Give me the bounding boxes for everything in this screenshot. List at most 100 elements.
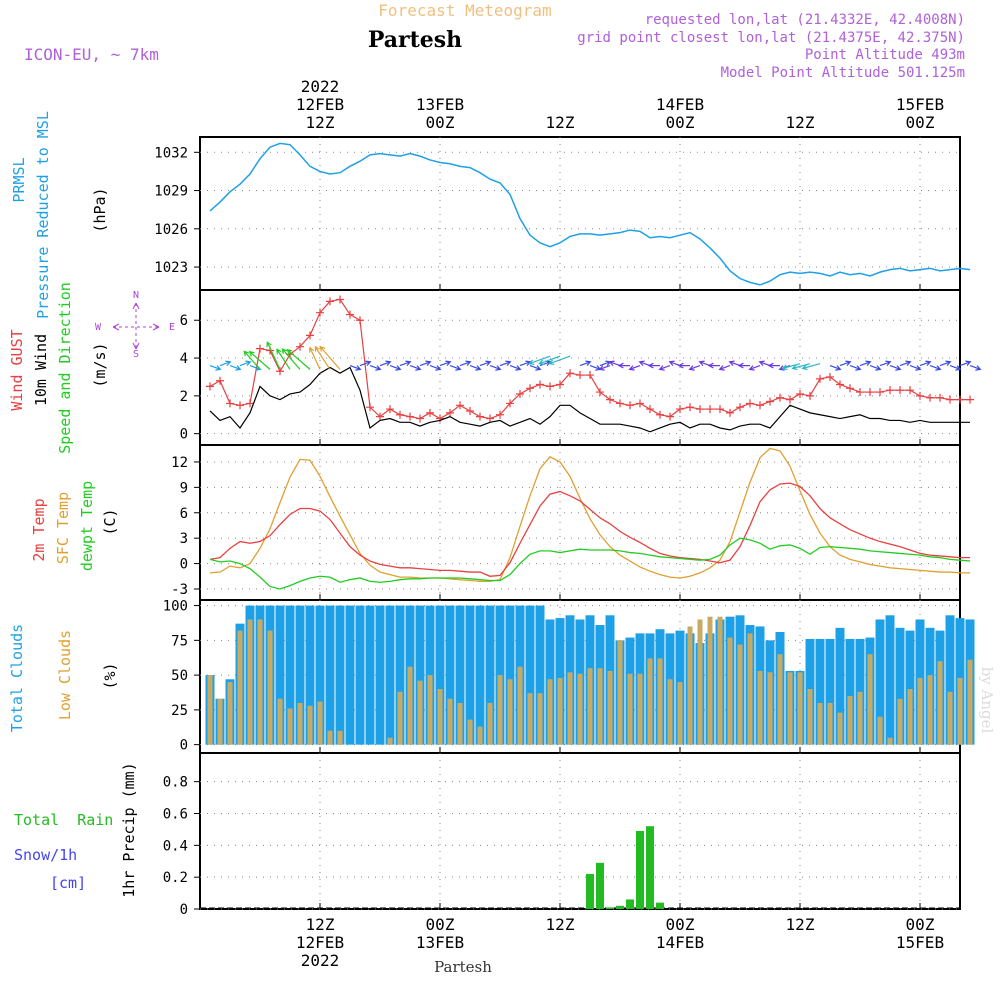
low-cloud-bar [567, 672, 573, 745]
wind-direction-arrow [399, 360, 412, 367]
gust-point [796, 389, 804, 398]
low-cloud-bar [487, 702, 493, 745]
gust-point [496, 410, 504, 419]
gust-point [526, 384, 534, 393]
low-cloud-bar [297, 702, 303, 745]
gust-point [696, 405, 704, 414]
wind-direction-arrow [919, 360, 932, 367]
speed-direction-label: Speed and Direction [56, 282, 74, 454]
wind-direction-arrow [389, 365, 402, 371]
top-time-label: 12FEB [296, 95, 344, 114]
low-cloud-bar [597, 668, 603, 745]
y-tick-label: -3 [171, 582, 188, 598]
gust-point [966, 395, 974, 404]
wind-direction-arrow [248, 350, 271, 370]
total-cloud-bar [455, 605, 465, 745]
top-time-label: 00Z [426, 113, 455, 132]
wind-direction-arrow [869, 365, 882, 371]
wind-direction-arrow [677, 362, 690, 369]
gust-point [416, 414, 424, 423]
wind-direction-arrow [909, 365, 922, 371]
wind-direction-arrow [707, 362, 720, 369]
low-cloud-bar [517, 666, 523, 745]
total-cloud-bar [315, 605, 325, 745]
top-time-label: 12Z [546, 113, 575, 132]
low-clouds-label: Low Clouds [56, 630, 74, 720]
low-cloud-bar [967, 659, 973, 745]
top-time-label: 15FEB [896, 95, 944, 114]
low-cloud-bar [857, 691, 863, 745]
gust-point [596, 388, 604, 397]
gust-point [636, 399, 644, 408]
wind-direction-arrow [658, 365, 671, 371]
gust-point [626, 401, 634, 410]
footer-station: Partesh [434, 958, 492, 976]
gust-point [706, 405, 714, 414]
wind-direction-arrow [647, 362, 660, 369]
wind-direction-arrow [598, 365, 611, 371]
precip-unit-label: 1hr Precip (mm) [120, 762, 138, 897]
wind-direction-arrow [548, 355, 571, 366]
y-tick-label: 1023 [154, 260, 188, 276]
wind-gust-label: Wind GUST [8, 329, 26, 410]
low-cloud-bar [617, 640, 623, 745]
rain-bar [586, 873, 594, 909]
compass-arrowheads [112, 302, 160, 350]
total-cloud-bar [485, 605, 495, 745]
station-title: Partesh [368, 27, 462, 53]
gust-point [506, 399, 514, 408]
low-cloud-bar [777, 654, 783, 745]
dewpt-line [209, 537, 971, 590]
low-cloud-bar [547, 679, 553, 745]
low-cloud-bar [397, 691, 403, 745]
bottom-time-label: 12Z [546, 915, 575, 934]
gust-point [346, 310, 354, 319]
wind-direction-arrow [314, 345, 331, 370]
total-cloud-bar [945, 615, 955, 745]
gust-point [226, 399, 234, 408]
gust-point [816, 374, 824, 383]
total-cloud-bar [365, 605, 375, 745]
gust-point [216, 376, 224, 385]
total-cloud-bar [885, 615, 895, 745]
prmsl-label: PRMSL [10, 157, 28, 202]
temp2m-label: 2m Temp [30, 498, 48, 561]
low-cloud-bar [877, 716, 883, 745]
gust-point [456, 401, 464, 410]
wind-direction-arrow [419, 360, 432, 367]
y-tick-label: 0 [180, 557, 188, 573]
gust-point [566, 369, 574, 378]
gust-point [876, 388, 884, 397]
gust-point [396, 410, 404, 419]
wind-direction-arrow [429, 365, 442, 371]
gust-point [656, 410, 664, 419]
wind-direction-arrow [899, 360, 912, 367]
wind-direction-arrow [959, 360, 972, 367]
total-cloud-bar [445, 605, 455, 745]
wind-direction-arrow [308, 346, 321, 370]
low-cloud-bar [427, 675, 433, 745]
low-cloud-bar [447, 698, 453, 745]
bottom-time-label: 14FEB [656, 933, 704, 952]
rain-bar [656, 902, 664, 909]
panel-frame [199, 752, 961, 910]
low-cloud-bar [337, 730, 343, 745]
wind-direction-arrow [668, 360, 681, 367]
wind-direction-arrow [698, 360, 711, 367]
gust-point [306, 331, 314, 340]
wind-direction-arrow [509, 365, 522, 371]
low-cloud-bar [757, 670, 763, 745]
celsius-label: (C) [101, 508, 119, 535]
low-cloud-bar [717, 616, 723, 745]
gust-point [536, 380, 544, 389]
wind-direction-arrow [889, 365, 902, 371]
gust-point [256, 344, 264, 353]
bottom-time-label: 13FEB [416, 933, 464, 952]
temperature-panel: -3 0 3 6 9 12 [171, 444, 971, 601]
bottom-time-label: 00Z [666, 915, 695, 934]
low-cloud-bar [217, 698, 223, 745]
wind-direction-arrow [737, 362, 750, 369]
top-time-label: 12Z [786, 113, 815, 132]
